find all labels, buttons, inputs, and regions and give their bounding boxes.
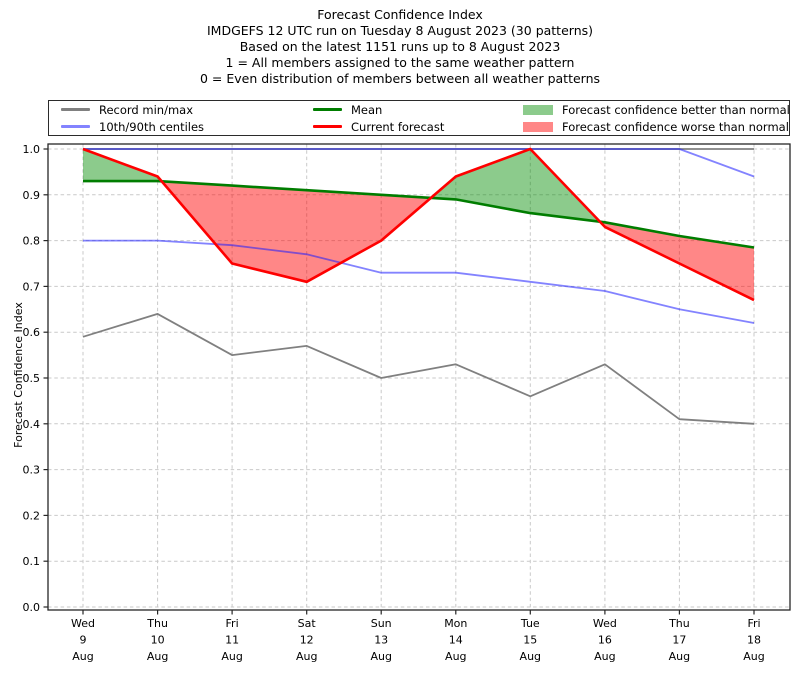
chart-legend: Record min/max 10th/90th centiles Mean C… [48,100,790,136]
legend-label: Forecast confidence better than normal [562,102,790,117]
chart-subtitle-runs-count: Based on the latest 1151 runs up to 8 Au… [239,39,561,54]
svg-text:Wed: Wed [71,617,95,630]
svg-text:0.3: 0.3 [23,464,41,477]
svg-text:0.9: 0.9 [23,189,41,202]
svg-text:Aug: Aug [221,650,242,663]
record-minmax-line-swatch [61,108,90,111]
legend-label: 10th/90th centiles [99,119,205,134]
legend-label: Record min/max [99,102,194,117]
svg-text:16: 16 [598,634,612,647]
svg-text:Mon: Mon [444,617,467,630]
legend-label: Mean [351,102,383,117]
legend-item-current-forecast: Current forecast [313,121,523,133]
legend-item-confidence-better: Forecast confidence better than normal [523,104,790,116]
legend-label: Current forecast [351,119,445,134]
svg-text:Tue: Tue [520,617,540,630]
svg-text:9: 9 [80,634,87,647]
svg-text:Forecast Confidence Index: Forecast Confidence Index [12,302,25,448]
legend-item-confidence-worse: Forecast confidence worse than normal [523,121,790,133]
svg-text:Fri: Fri [747,617,760,630]
chart-subtitle-run: IMDGEFS 12 UTC run on Tuesday 8 August 2… [206,23,594,38]
svg-text:0.7: 0.7 [23,280,41,293]
svg-text:Thu: Thu [668,617,690,630]
svg-text:15: 15 [523,634,537,647]
svg-text:1.0: 1.0 [23,143,41,156]
legend-label: Forecast confidence worse than normal [562,119,789,134]
svg-text:14: 14 [449,634,463,647]
confidence-worse-patch-swatch [523,121,553,132]
centiles-line-swatch [61,125,90,128]
svg-text:Sat: Sat [298,617,317,630]
svg-text:0.1: 0.1 [23,555,41,568]
svg-text:Aug: Aug [743,650,764,663]
svg-text:10: 10 [151,634,165,647]
legend-item-mean: Mean [313,104,523,116]
svg-text:0.8: 0.8 [23,235,41,248]
confidence-better-patch-swatch [523,104,553,115]
chart-title: Forecast Confidence Index [317,7,483,22]
svg-text:Aug: Aug [147,650,168,663]
svg-text:Sun: Sun [371,617,392,630]
legend-item-record-minmax: Record min/max [61,104,313,116]
svg-text:0.2: 0.2 [23,509,41,522]
svg-text:13: 13 [374,634,388,647]
chart-title-block: Forecast Confidence Index IMDGEFS 12 UTC… [0,7,800,87]
legend-item-centiles: 10th/90th centiles [61,121,313,133]
svg-text:Aug: Aug [445,650,466,663]
svg-text:Aug: Aug [296,650,317,663]
chart-note-zero: 0 = Even distribution of members between… [199,71,601,86]
svg-text:Aug: Aug [594,650,615,663]
svg-text:0.5: 0.5 [23,372,41,385]
chart-note-one: 1 = All members assigned to the same wea… [225,55,575,70]
svg-text:12: 12 [300,634,314,647]
svg-text:0.4: 0.4 [23,418,41,431]
svg-text:17: 17 [672,634,686,647]
svg-text:11: 11 [225,634,239,647]
svg-text:Aug: Aug [669,650,690,663]
svg-text:Aug: Aug [370,650,391,663]
svg-text:Thu: Thu [146,617,168,630]
svg-text:0.6: 0.6 [23,326,41,339]
current-forecast-line-swatch [313,125,342,128]
svg-text:Wed: Wed [593,617,617,630]
svg-text:Aug: Aug [520,650,541,663]
svg-text:18: 18 [747,634,761,647]
mean-line-swatch [313,108,342,111]
svg-text:Fri: Fri [226,617,239,630]
svg-text:Aug: Aug [72,650,93,663]
svg-text:0.0: 0.0 [23,601,41,614]
